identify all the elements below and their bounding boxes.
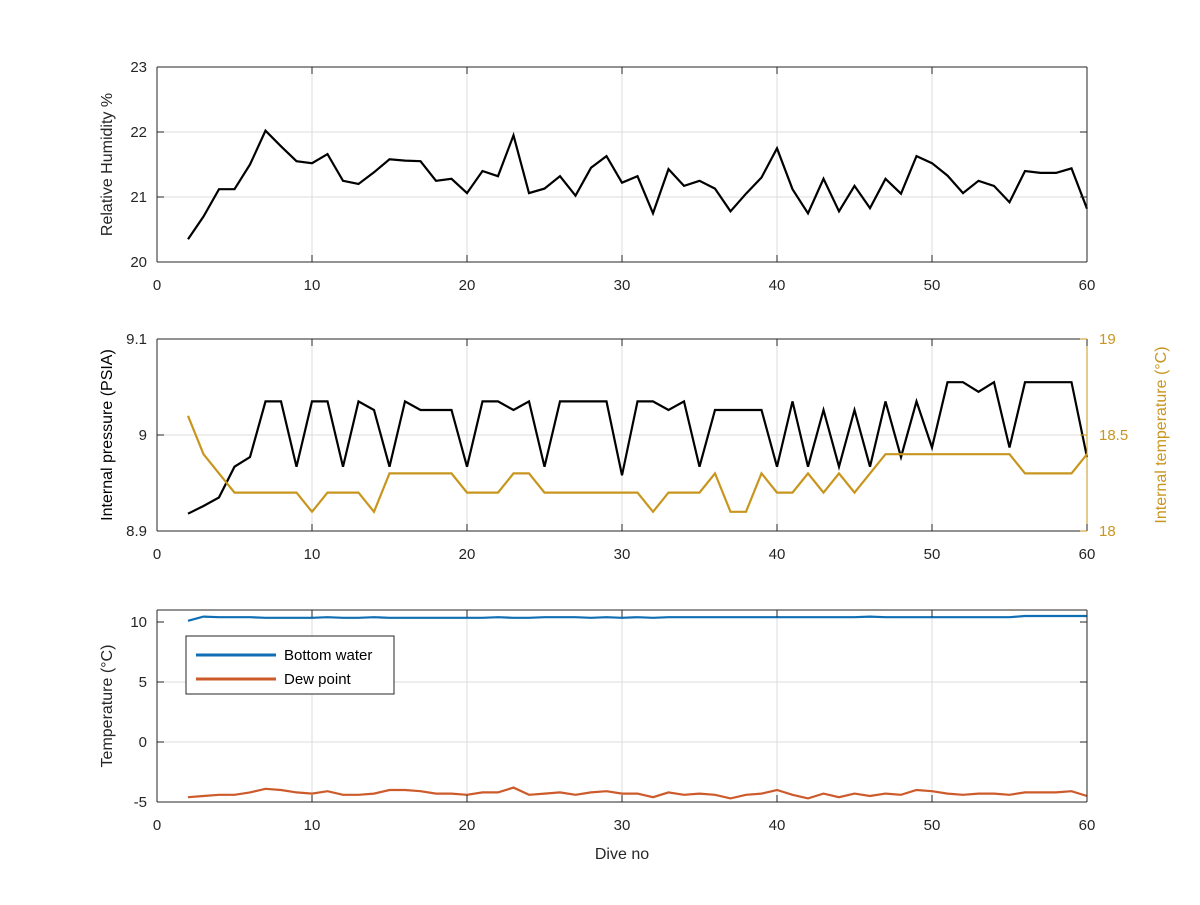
x-tick-label: 10 — [304, 277, 321, 294]
x-tick-label: 50 — [924, 817, 941, 834]
y-axis-label: Temperature (°C) — [99, 645, 116, 768]
y-axis-label: Relative Humidity % — [99, 93, 116, 236]
series-line-1 — [187, 128, 1089, 240]
x-tick-label: 20 — [459, 546, 476, 563]
x-tick-label: 30 — [614, 277, 631, 294]
legend-label-bottom-water: Bottom water — [284, 647, 372, 664]
y-tick-label: 22 — [130, 124, 147, 141]
y-axis-label: Internal pressure (PSIA) — [99, 349, 116, 521]
y-tick-label: 20 — [130, 254, 147, 271]
y2-tick-label: 19 — [1099, 331, 1116, 348]
x-tick-label: 60 — [1079, 817, 1096, 834]
x-tick-label: 50 — [924, 546, 941, 563]
x-tick-label: 50 — [924, 277, 941, 294]
y-tick-label: 10 — [130, 614, 147, 631]
x-tick-label: 20 — [459, 817, 476, 834]
x-tick-label: 0 — [153, 546, 161, 563]
y-tick-label: 8.9 — [126, 523, 147, 540]
series-line-1 — [187, 380, 1089, 515]
x-tick-label: 30 — [614, 546, 631, 563]
series-bottom-water — [187, 614, 1087, 622]
x-tick-label: 40 — [769, 817, 786, 834]
y-tick-label: -5 — [134, 794, 147, 811]
y-tick-label: 5 — [139, 674, 147, 691]
x-tick-label: 60 — [1079, 546, 1096, 563]
y-tick-label: 23 — [130, 59, 147, 76]
panel-2: 0 10 20 30 40 50 60 8.9 9 9.1 18 18.5 19 Internal tem… — [99, 331, 1170, 563]
x-axis-label: Dive no — [595, 846, 649, 863]
x-tick-label: 60 — [1079, 277, 1096, 294]
x-tick-label: 10 — [304, 817, 321, 834]
x-tick-label: 40 — [769, 546, 786, 563]
y-tick-label: 9.1 — [126, 331, 147, 348]
panel-1: 0 10 20 30 40 50 60 20 21 22 23 Relative Humidity % — [99, 59, 1095, 294]
legend-label-dew-point: Dew point — [284, 671, 352, 688]
legend-box — [185, 635, 395, 695]
y-tick-label: 0 — [139, 734, 147, 751]
y2-tick-label: 18.5 — [1099, 427, 1128, 444]
panel-3: 0 10 20 30 40 50 60 -5 0 5 10 Temperature (°C) Dive … — [99, 609, 1096, 863]
x-tick-label: 30 — [614, 817, 631, 834]
y2-axis-label: Internal temperature (°C) — [1153, 346, 1170, 523]
y-tick-label: 9 — [139, 427, 147, 444]
x-tick-label: 0 — [153, 277, 161, 294]
y-tick-label: 21 — [130, 189, 147, 206]
x-tick-label: 40 — [769, 277, 786, 294]
y2-tick-label: 18 — [1099, 523, 1116, 540]
series-dew-point — [187, 786, 1088, 800]
legend: Bottom water Dew point — [185, 635, 395, 695]
x-tick-label: 0 — [153, 817, 161, 834]
series-line-2 — [186, 415, 1088, 514]
x-tick-label: 10 — [304, 546, 321, 563]
x-tick-label: 20 — [459, 277, 476, 294]
